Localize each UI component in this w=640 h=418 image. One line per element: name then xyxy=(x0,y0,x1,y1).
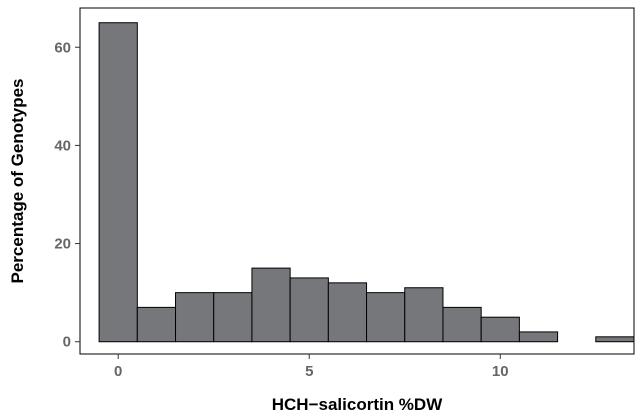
histogram-bar xyxy=(289,277,329,343)
x-axis-ticks: 0 5 10 xyxy=(114,354,509,380)
histogram-bar xyxy=(404,287,444,343)
histogram-bar xyxy=(366,292,406,343)
histogram-bar xyxy=(213,292,253,343)
histogram-bar xyxy=(251,267,291,343)
y-axis-title: Percentage of Genotypes xyxy=(8,78,27,283)
bars-group xyxy=(98,22,635,343)
histogram-bar xyxy=(442,306,482,343)
x-tick-label: 5 xyxy=(305,363,313,380)
histogram-bar xyxy=(518,331,559,343)
y-tick-label: 40 xyxy=(54,137,71,154)
histogram-bar xyxy=(175,292,215,343)
y-axis-ticks: 0 20 40 60 xyxy=(54,39,80,351)
histogram-bar xyxy=(327,282,368,343)
histogram-bar xyxy=(136,306,177,343)
x-tick-label: 10 xyxy=(492,363,509,380)
x-tick-label: 0 xyxy=(114,363,122,380)
y-tick-label: 60 xyxy=(54,39,71,56)
histogram-bar xyxy=(98,22,138,343)
y-tick-label: 20 xyxy=(54,236,71,253)
histogram-bar xyxy=(595,336,635,343)
y-tick-label: 0 xyxy=(63,334,71,351)
histogram-bar xyxy=(480,316,520,343)
x-axis-title: HCH−salicortin %DW xyxy=(272,395,443,414)
